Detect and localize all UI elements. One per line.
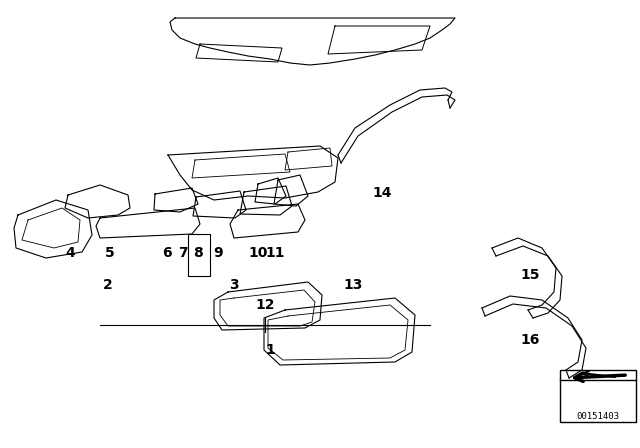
Text: 6: 6 (162, 246, 172, 260)
Text: 15: 15 (520, 268, 540, 282)
Text: 2: 2 (103, 278, 113, 292)
Text: 7: 7 (178, 246, 188, 260)
Text: 1: 1 (265, 343, 275, 357)
Text: 16: 16 (520, 333, 540, 347)
Text: 13: 13 (343, 278, 363, 292)
Bar (188, 234, 210, 276)
Bar (560, 370, 636, 422)
Text: 3: 3 (229, 278, 239, 292)
Text: 10: 10 (248, 246, 268, 260)
Text: 4: 4 (65, 246, 75, 260)
Text: 9: 9 (213, 246, 223, 260)
Text: 14: 14 (372, 186, 392, 200)
Text: 00151403: 00151403 (577, 412, 620, 421)
Text: 12: 12 (255, 298, 275, 312)
Text: 11: 11 (265, 246, 285, 260)
Text: 5: 5 (105, 246, 115, 260)
Text: 8: 8 (193, 246, 203, 260)
